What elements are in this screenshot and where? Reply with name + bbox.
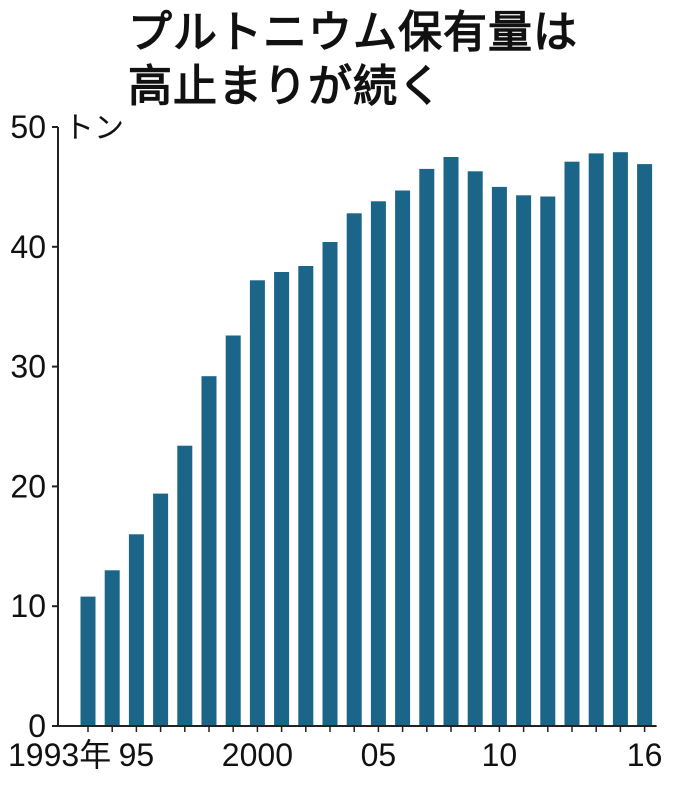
chart-title-line-1: プルトニウム保有量は: [128, 7, 578, 58]
y-tick-label-40: 40: [10, 229, 46, 265]
bar-1999: [225, 335, 241, 726]
bar-1996: [153, 493, 169, 726]
y-tick-label-30: 30: [10, 349, 46, 385]
bars: [80, 152, 653, 727]
chart-title: プルトニウム保有量は 高止まりが続く: [128, 6, 648, 114]
bar-2001: [274, 272, 290, 726]
bar-2006: [395, 190, 411, 726]
tick-labels: 0 10 20 30 40 50 トン 1993年 95 2000 05 10 16: [8, 109, 662, 773]
bar-1993: [80, 596, 96, 726]
bar-2016: [637, 164, 653, 727]
y-tick-label-10: 10: [10, 588, 46, 624]
bar-2004: [346, 213, 362, 727]
bar-2013: [564, 161, 580, 726]
bar-2015: [612, 152, 628, 726]
bar-2002: [298, 266, 314, 726]
x-tick-label-1995: 95: [119, 737, 155, 773]
y-tick-label-20: 20: [10, 468, 46, 504]
x-tick-label-2000: 2000: [222, 737, 293, 773]
x-tick-label-2010: 10: [482, 737, 518, 773]
bar-2014: [588, 153, 604, 726]
bar-1997: [177, 445, 193, 726]
x-tick-label-2005: 05: [361, 737, 397, 773]
bar-2009: [467, 171, 483, 727]
bar-2000: [249, 280, 265, 726]
bar-2012: [540, 196, 556, 726]
bar-1995: [128, 534, 144, 726]
bar-2005: [370, 201, 386, 727]
x-tick-label-1993: 1993年: [8, 737, 111, 773]
bar-2010: [491, 186, 507, 726]
bar-2003: [322, 242, 338, 726]
bar-2011: [516, 195, 532, 727]
bar-1998: [201, 376, 217, 726]
y-tick-label-50: 50: [10, 109, 46, 145]
y-unit-label: トン: [64, 111, 124, 146]
x-tick-label-2016: 16: [627, 737, 663, 773]
axes: [52, 126, 657, 732]
chart-title-line-2: 高止まりが続く: [128, 61, 443, 112]
bar-1994: [104, 570, 120, 726]
y-tick-label-0: 0: [28, 708, 46, 744]
bar-2008: [443, 157, 459, 726]
bar-2007: [419, 168, 435, 726]
